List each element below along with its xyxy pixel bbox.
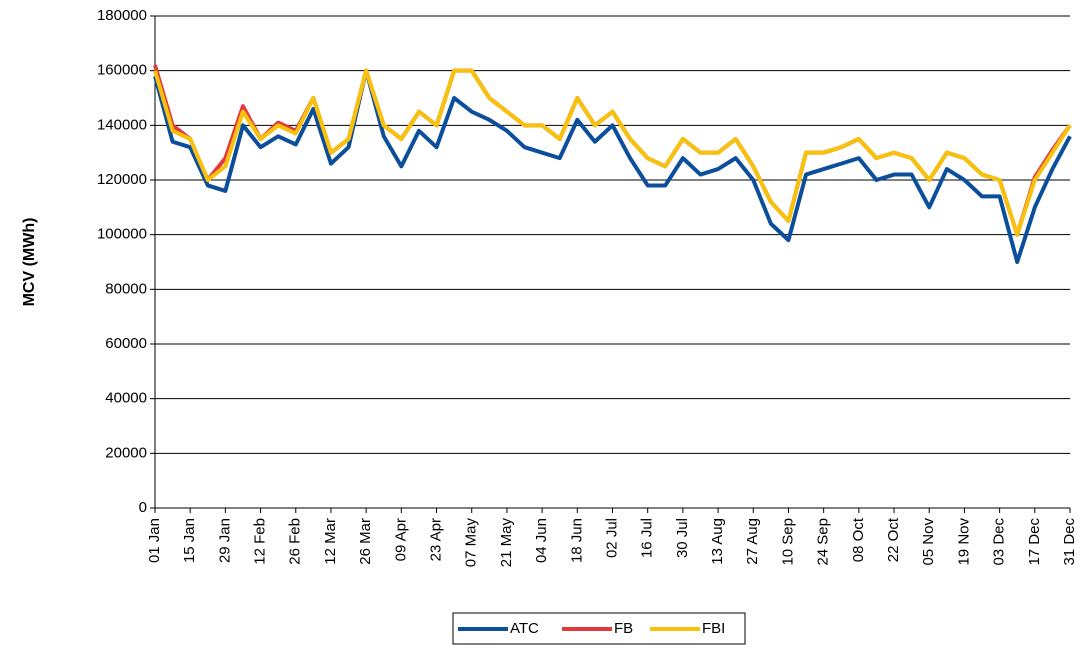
- legend-label: FB: [614, 620, 633, 637]
- x-tick-label: 16 Jul: [639, 518, 656, 558]
- x-tick-label: 08 Oct: [850, 517, 867, 562]
- x-tick-label: 12 Mar: [322, 518, 339, 565]
- x-tick-label: 21 May: [498, 518, 515, 568]
- y-tick-label: 160000: [97, 62, 147, 79]
- x-tick-label: 31 Dec: [1061, 518, 1078, 566]
- x-tick-label: 26 Mar: [357, 518, 374, 565]
- y-tick-label: 80000: [105, 280, 147, 297]
- x-tick-label: 03 Dec: [991, 518, 1008, 566]
- x-tick-label: 27 Aug: [744, 518, 761, 565]
- x-tick-label: 13 Aug: [709, 518, 726, 565]
- y-tick-label: 20000: [105, 444, 147, 461]
- x-tick-label: 18 Jun: [568, 518, 585, 563]
- series-line: [153, 68, 1072, 237]
- x-tick-label: 04 Jun: [533, 518, 550, 563]
- series-line: [153, 68, 1072, 264]
- x-tick-label: 26 Feb: [287, 518, 304, 565]
- x-tick-label: 12 Feb: [252, 518, 269, 565]
- x-tick-label: 10 Sep: [779, 518, 796, 566]
- legend-label: FBI: [702, 620, 725, 637]
- x-tick-label: 02 Jul: [603, 518, 620, 558]
- x-tick-label: 01 Jan: [146, 518, 163, 563]
- x-tick-label: 29 Jan: [216, 518, 233, 563]
- x-tick-label: 15 Jan: [181, 518, 198, 563]
- x-tick-label: 30 Jul: [674, 518, 691, 558]
- x-tick-label: 17 Dec: [1026, 518, 1043, 566]
- y-tick-label: 180000: [97, 7, 147, 24]
- x-tick-label: 19 Nov: [955, 518, 972, 566]
- x-tick-label: 05 Nov: [920, 518, 937, 566]
- y-tick-label: 40000: [105, 390, 147, 407]
- series-line: [153, 64, 1072, 237]
- x-tick-label: 24 Sep: [815, 518, 832, 566]
- y-tick-label: 140000: [97, 116, 147, 133]
- x-tick-label: 07 May: [463, 518, 480, 568]
- y-axis-label: MCV (MWh): [21, 218, 38, 307]
- legend-label: ATC: [510, 620, 539, 637]
- x-tick-label: 09 Apr: [392, 518, 409, 561]
- y-tick-label: 100000: [97, 226, 147, 243]
- y-tick-label: 60000: [105, 335, 147, 352]
- x-tick-label: 22 Oct: [885, 517, 902, 562]
- x-tick-label: 23 Apr: [428, 518, 445, 561]
- y-tick-label: 120000: [97, 171, 147, 188]
- y-tick-label: 0: [139, 499, 147, 516]
